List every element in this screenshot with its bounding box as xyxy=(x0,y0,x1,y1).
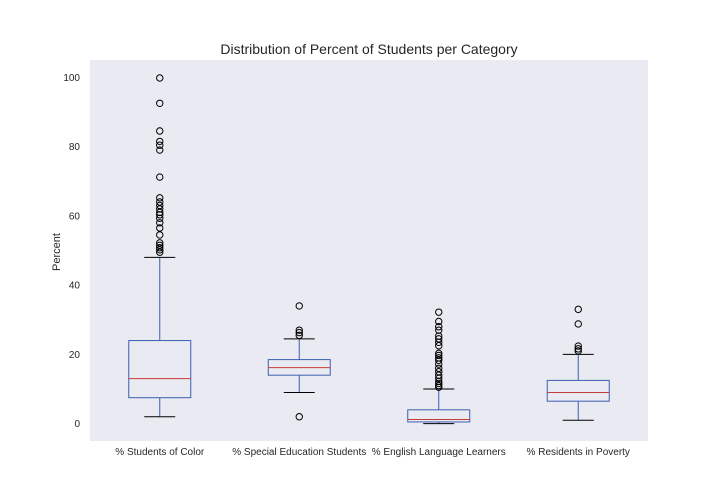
outlier-point xyxy=(156,146,164,154)
outlier-point xyxy=(435,342,443,350)
outlier-point xyxy=(156,224,164,232)
y-tick-label: 100 xyxy=(63,73,80,84)
y-axis-label: Percent xyxy=(51,233,63,271)
outlier-point xyxy=(435,335,443,343)
outlier-point xyxy=(156,241,164,250)
outlier-point xyxy=(295,328,303,337)
iqr-box xyxy=(128,340,192,399)
outlier-point xyxy=(435,364,443,372)
outlier-point xyxy=(435,317,443,326)
outlier-point xyxy=(156,173,164,181)
outlier-point xyxy=(435,349,443,358)
outlier-point xyxy=(156,214,164,222)
outlier-point xyxy=(435,371,443,379)
outlier-point xyxy=(574,342,582,350)
x-tick-label: % English Language Learners xyxy=(372,447,506,458)
x-axis-ticks: % Students of Color % Special Education S… xyxy=(115,447,630,458)
outlier-point xyxy=(435,381,443,390)
outlier-point xyxy=(295,302,303,310)
outlier-point xyxy=(156,74,164,82)
y-tick-label: 40 xyxy=(69,281,81,292)
outlier-point xyxy=(156,211,164,219)
outlier-point xyxy=(435,332,443,340)
chart-title: Distribution of Percent of Students per … xyxy=(220,41,517,57)
iqr-box xyxy=(407,409,471,423)
outlier-point xyxy=(574,320,582,328)
y-tick-label: 80 xyxy=(69,142,81,153)
box-series xyxy=(128,74,610,425)
outlier-point xyxy=(435,308,443,316)
y-tick-label: 60 xyxy=(69,211,81,222)
outlier-point xyxy=(156,137,164,146)
outlier-point xyxy=(156,201,164,210)
outlier-point xyxy=(435,323,443,331)
outlier-point xyxy=(435,379,443,388)
outlier-point xyxy=(295,331,303,340)
outlier-point xyxy=(156,205,164,213)
outlier-point xyxy=(156,194,164,202)
iqr-box xyxy=(546,379,610,402)
outlier-point xyxy=(574,347,582,355)
outlier-point xyxy=(156,231,164,239)
outlier-point xyxy=(156,208,164,217)
outlier-point xyxy=(574,345,582,353)
outlier-point xyxy=(156,248,164,256)
outlier-point xyxy=(156,99,164,107)
x-tick-label: % Special Education Students xyxy=(232,447,366,458)
outlier-point xyxy=(435,356,443,364)
outlier-point xyxy=(156,198,164,206)
outlier-point xyxy=(435,326,443,334)
outlier-point xyxy=(435,351,443,360)
outlier-point xyxy=(156,239,164,247)
y-tick-label: 0 xyxy=(74,419,80,430)
outlier-point xyxy=(295,326,303,334)
outlier-point xyxy=(156,219,164,227)
outlier-point xyxy=(435,368,443,376)
outlier-point xyxy=(156,246,164,254)
x-tick-label: % Residents in Poverty xyxy=(527,447,630,458)
x-tick-label: % Students of Color xyxy=(115,447,205,458)
outlier-point xyxy=(574,305,582,314)
outlier-point xyxy=(156,141,164,149)
y-axis-ticks: 0 20 40 60 80 100 xyxy=(63,73,80,430)
outlier-point xyxy=(295,413,303,421)
outlier-point xyxy=(435,354,443,362)
y-tick-label: 20 xyxy=(69,350,81,361)
plot-area xyxy=(90,60,648,441)
outlier-point xyxy=(156,127,164,135)
outlier-point xyxy=(156,244,164,252)
